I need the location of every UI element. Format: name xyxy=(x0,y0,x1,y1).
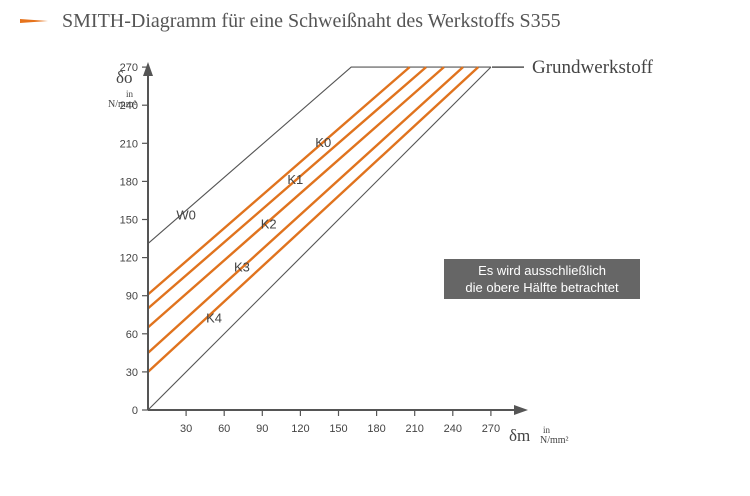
x-tick-label: 180 xyxy=(367,423,385,435)
note-line-2: die obere Hälfte betrachtet xyxy=(465,280,619,295)
series-label-w0: W0 xyxy=(176,208,196,223)
x-axis-arrow-icon xyxy=(514,405,528,415)
y-axis-unit: N/mm² xyxy=(108,99,137,110)
series-line-k0 xyxy=(147,66,411,296)
x-axis-symbol: δm xyxy=(509,426,530,445)
x-tick-label: 60 xyxy=(218,423,230,435)
title-row: SMITH-Diagramm für eine Schweißnaht des … xyxy=(20,6,561,36)
series-line-diagonal xyxy=(147,66,492,411)
x-tick-label: 240 xyxy=(444,423,462,435)
x-tick-label: 150 xyxy=(329,423,347,435)
note-box xyxy=(444,259,640,299)
series-line-k3 xyxy=(147,66,464,354)
x-tick-label: 120 xyxy=(291,423,309,435)
y-tick-label: 90 xyxy=(126,291,138,303)
y-axis-unit-prefix: in xyxy=(126,89,134,99)
y-tick-label: 210 xyxy=(120,138,138,150)
series-line-k4 xyxy=(147,66,480,373)
y-tick-label: 150 xyxy=(120,215,138,227)
y-tick-label: 30 xyxy=(126,367,138,379)
page-title: SMITH-Diagramm für eine Schweißnaht des … xyxy=(62,9,561,32)
title-marker-icon xyxy=(20,19,48,23)
y-tick-label: 0 xyxy=(132,405,138,417)
series-line-w0 xyxy=(147,66,491,245)
y-tick-label: 120 xyxy=(120,253,138,265)
x-tick-label: 30 xyxy=(180,423,192,435)
y-axis-arrow-icon xyxy=(143,62,153,76)
grundwerkstoff-label: Grundwerkstoff xyxy=(532,57,654,78)
x-axis-unit-prefix: in xyxy=(543,425,551,435)
note-line-1: Es wird ausschließlich xyxy=(478,263,606,278)
x-tick-label: 210 xyxy=(406,423,424,435)
x-axis-unit: N/mm² xyxy=(540,435,569,446)
y-tick-label: 60 xyxy=(126,329,138,341)
series-label-k0: K0 xyxy=(315,135,331,150)
series-label-k4: K4 xyxy=(206,310,222,325)
series-label-k1: K1 xyxy=(287,172,303,187)
y-axis-symbol: δo xyxy=(116,68,133,87)
x-tick-label: 270 xyxy=(482,423,500,435)
x-tick-label: 90 xyxy=(256,423,268,435)
y-tick-label: 240 xyxy=(120,100,138,112)
y-tick-label: 270 xyxy=(120,62,138,74)
series-label-k2: K2 xyxy=(261,216,277,231)
series-label-k3: K3 xyxy=(234,260,250,275)
series-line-k2 xyxy=(147,66,445,329)
series-line-k1 xyxy=(147,66,427,310)
y-tick-label: 180 xyxy=(120,176,138,188)
